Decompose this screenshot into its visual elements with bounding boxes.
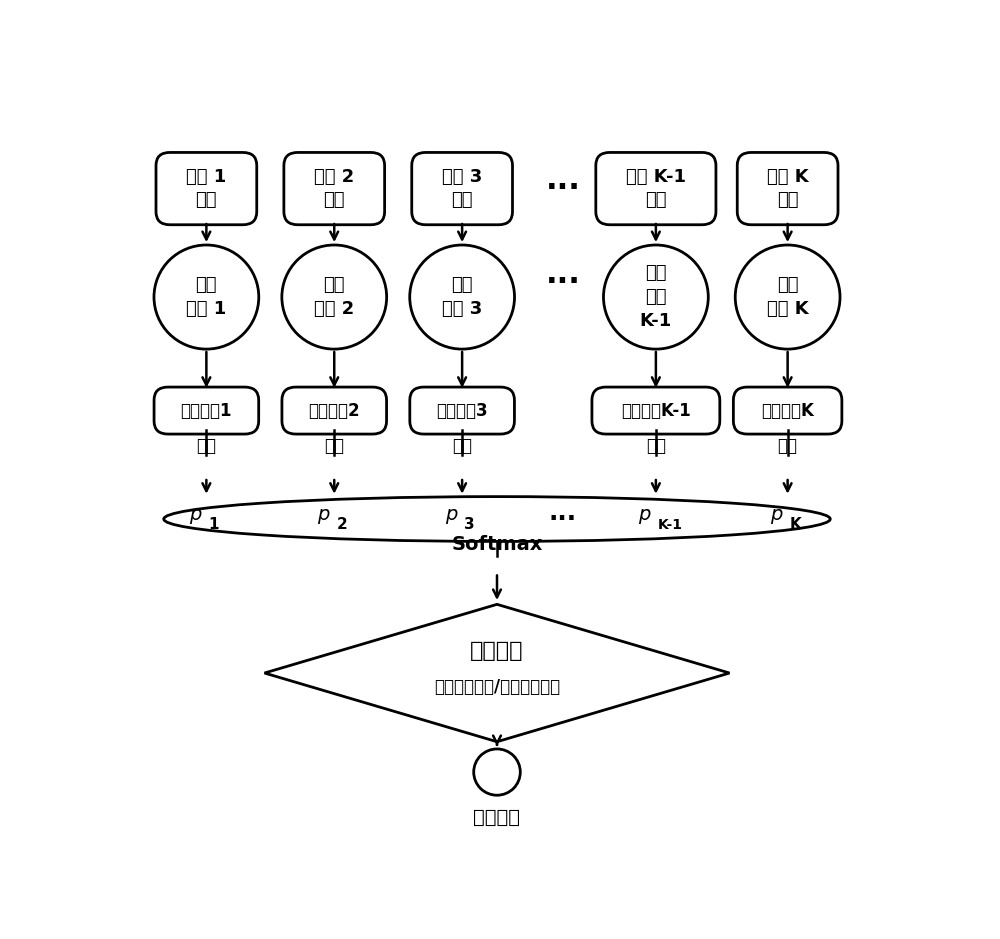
- FancyBboxPatch shape: [284, 152, 385, 224]
- Text: 目标 3
数据: 目标 3 数据: [442, 168, 482, 209]
- Text: $\it{p}$: $\it{p}$: [317, 507, 330, 527]
- Text: 指标判别: 指标判别: [470, 641, 524, 661]
- Ellipse shape: [735, 245, 840, 349]
- Ellipse shape: [164, 497, 830, 542]
- Text: 二分类器K: 二分类器K: [761, 402, 814, 420]
- Text: ···: ···: [545, 269, 580, 297]
- Text: 孪生
网络 1: 孪生 网络 1: [186, 276, 226, 318]
- Polygon shape: [264, 605, 730, 742]
- Text: 2: 2: [337, 517, 347, 532]
- Text: 判决: 判决: [778, 438, 798, 455]
- Text: 判决: 判决: [324, 438, 344, 455]
- FancyBboxPatch shape: [596, 152, 716, 224]
- Text: 目标 K
数据: 目标 K 数据: [767, 168, 808, 209]
- Ellipse shape: [154, 245, 259, 349]
- Text: 未知目标辨识/已知目标分类: 未知目标辨识/已知目标分类: [434, 679, 560, 697]
- Ellipse shape: [282, 245, 387, 349]
- Text: 二分类器2: 二分类器2: [308, 402, 360, 420]
- FancyBboxPatch shape: [737, 152, 838, 224]
- Text: K: K: [790, 517, 802, 532]
- Text: 二分类器1: 二分类器1: [181, 402, 232, 420]
- Text: 二分类器K-1: 二分类器K-1: [621, 402, 691, 420]
- Text: 判决: 判决: [646, 438, 666, 455]
- Text: 二分类器3: 二分类器3: [436, 402, 488, 420]
- Text: 最终判决: 最终判决: [474, 808, 520, 827]
- Ellipse shape: [603, 245, 708, 349]
- Text: 孪生
网络 3: 孪生 网络 3: [442, 276, 482, 318]
- FancyBboxPatch shape: [412, 152, 512, 224]
- Text: 目标 K-1
数据: 目标 K-1 数据: [626, 168, 686, 209]
- Text: 孪生
网络 2: 孪生 网络 2: [314, 276, 354, 318]
- FancyBboxPatch shape: [154, 387, 259, 434]
- Text: 目标 1
数据: 目标 1 数据: [186, 168, 226, 209]
- Text: K-1: K-1: [658, 517, 683, 531]
- Text: Softmax: Softmax: [451, 535, 543, 554]
- Text: ···: ···: [549, 507, 577, 531]
- FancyBboxPatch shape: [410, 387, 514, 434]
- Ellipse shape: [410, 245, 515, 349]
- Text: $\it{p}$: $\it{p}$: [770, 507, 784, 527]
- Text: 判决: 判决: [452, 438, 472, 455]
- Text: 孪生
网络 K: 孪生 网络 K: [767, 276, 808, 318]
- FancyBboxPatch shape: [282, 387, 387, 434]
- Text: 孪生
网络
K-1: 孪生 网络 K-1: [640, 265, 672, 330]
- Text: 目标 2
数据: 目标 2 数据: [314, 168, 354, 209]
- Text: ···: ···: [545, 174, 580, 203]
- Text: 3: 3: [464, 517, 475, 532]
- Text: $\it{p}$: $\it{p}$: [445, 507, 458, 527]
- Text: $\it{p}$: $\it{p}$: [189, 507, 202, 527]
- Text: 判决: 判决: [196, 438, 216, 455]
- FancyBboxPatch shape: [156, 152, 257, 224]
- Ellipse shape: [474, 749, 520, 795]
- Text: 1: 1: [209, 517, 219, 532]
- FancyBboxPatch shape: [733, 387, 842, 434]
- Text: $\it{p}$: $\it{p}$: [638, 507, 652, 527]
- FancyBboxPatch shape: [592, 387, 720, 434]
